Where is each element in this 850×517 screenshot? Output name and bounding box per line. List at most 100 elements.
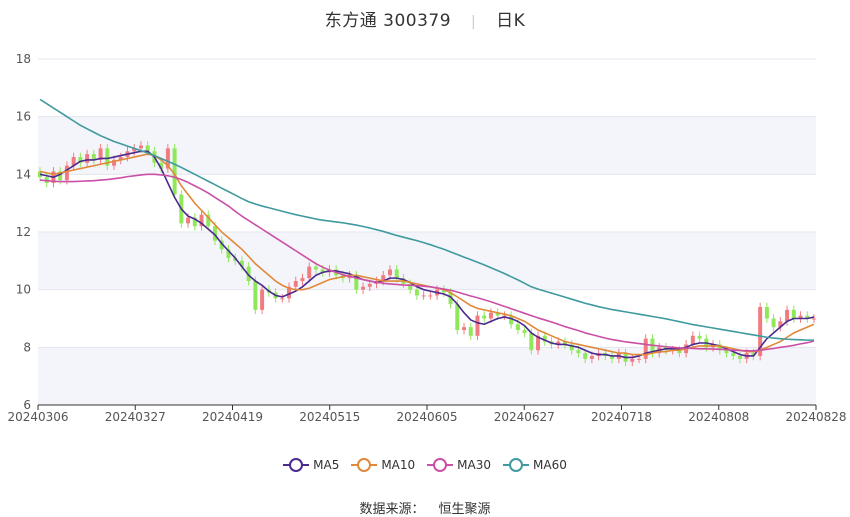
candle-body [387, 269, 392, 276]
candle-body [717, 344, 722, 351]
candle-body [313, 266, 318, 270]
chart-title: 东方通 300379 | 日K [0, 6, 850, 31]
candle [85, 149, 90, 168]
candle-body [576, 350, 581, 354]
candle-body [778, 321, 783, 328]
candle-body [690, 335, 695, 345]
candle [502, 311, 507, 320]
candle-body [529, 332, 534, 351]
legend-item-ma10[interactable]: MA10 [351, 458, 415, 472]
candle-body [71, 157, 76, 166]
candle-body [482, 315, 487, 319]
candle-body [798, 315, 803, 319]
candle-body [78, 157, 83, 163]
candle [91, 149, 96, 165]
x-tick-label: 20240306 [7, 410, 68, 424]
candle [448, 288, 453, 309]
candle-body [64, 165, 69, 181]
candle [307, 262, 312, 283]
candle [98, 144, 103, 165]
candle-body [408, 283, 413, 290]
candle-body [186, 217, 191, 224]
candle [798, 311, 803, 323]
legend-item-ma5[interactable]: MA5 [283, 458, 339, 472]
candle-body [812, 318, 816, 320]
candle [172, 144, 177, 199]
candle [112, 155, 117, 171]
candle-body [394, 269, 399, 279]
candle-body [98, 148, 103, 160]
candle-body [212, 226, 217, 241]
candle-body [610, 355, 615, 359]
candle-body [630, 358, 635, 362]
candle [71, 152, 76, 171]
candle-body [643, 338, 648, 359]
candle-body [414, 289, 419, 296]
candle [441, 285, 446, 297]
candle-body [542, 335, 547, 342]
candle [192, 213, 197, 231]
legend-label: MA30 [457, 458, 492, 472]
candle [394, 265, 399, 283]
candle-body [91, 154, 96, 160]
candle [758, 302, 763, 361]
x-tick-label: 20240627 [494, 410, 555, 424]
candle-body [367, 283, 372, 287]
legend-label: MA5 [313, 458, 340, 472]
candle-body [105, 148, 110, 166]
candle [414, 285, 419, 300]
grid-band [38, 232, 816, 290]
candle [697, 331, 702, 344]
candle-body [159, 162, 164, 169]
candle-body [58, 171, 63, 181]
candle-body [468, 327, 473, 336]
legend-label: MA60 [533, 458, 567, 472]
source-label: 数据来源： [359, 502, 425, 517]
y-tick-label: 18 [16, 52, 31, 66]
candles [38, 141, 816, 367]
candle-body [138, 145, 143, 149]
x-tick-label: 20240828 [785, 410, 846, 424]
candle-body [637, 358, 642, 360]
candle [428, 291, 433, 300]
candle-body [462, 327, 467, 331]
candle [737, 351, 742, 364]
legend-item-ma60[interactable]: MA60 [503, 458, 567, 472]
title-separator: | [470, 14, 477, 30]
background-bands [38, 116, 816, 405]
candle [468, 322, 473, 341]
candle-body [785, 309, 790, 322]
candle-body [165, 148, 170, 169]
candle [280, 293, 285, 303]
grid-band [38, 347, 816, 405]
legend-marker-icon [283, 458, 310, 472]
legend-label: MA10 [381, 458, 416, 472]
candle [293, 276, 298, 292]
candle-body [172, 148, 177, 195]
candle-body [132, 148, 137, 152]
candle [542, 331, 547, 346]
candle-body [455, 304, 460, 331]
candle-body [85, 154, 90, 163]
candle [387, 265, 392, 280]
candle [791, 305, 796, 323]
candle-body [320, 269, 325, 273]
legend-item-ma30[interactable]: MA30 [427, 458, 491, 472]
candle-body [677, 350, 682, 354]
candle-body [771, 318, 776, 328]
candle [778, 317, 783, 332]
candle [260, 285, 265, 315]
candle [583, 348, 588, 364]
candle-body [293, 281, 298, 287]
candle [206, 210, 211, 231]
x-tick-label: 20240605 [396, 410, 457, 424]
candle-body [206, 214, 211, 227]
candle-body [260, 289, 265, 310]
candle-body [199, 214, 204, 227]
x-axis: 20240306 20240327 20240419 20240515 20240605… [7, 404, 847, 424]
candle-body [381, 275, 386, 282]
candle-body [145, 145, 150, 152]
candle-body [724, 350, 729, 354]
candle-body [556, 341, 561, 345]
